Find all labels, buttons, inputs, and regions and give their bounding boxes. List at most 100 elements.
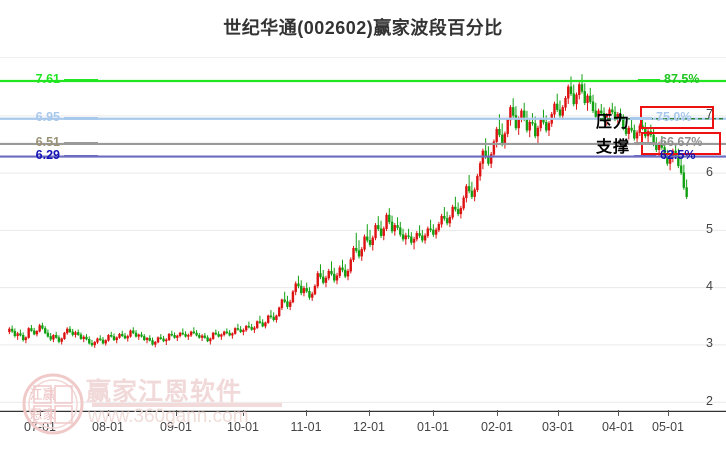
candlestick <box>459 205 463 219</box>
candlestick <box>132 327 135 335</box>
candlestick <box>630 119 633 133</box>
x-axis-tick <box>305 410 307 416</box>
candlestick <box>572 84 575 107</box>
candlestick <box>511 98 515 118</box>
level-8750-price-label: 7.61 <box>35 72 60 87</box>
candlestick <box>35 330 39 337</box>
candlestick <box>476 173 479 193</box>
candlestick <box>583 83 586 106</box>
candlestick <box>60 337 63 345</box>
candlestick <box>547 121 551 137</box>
candlestick <box>421 229 424 243</box>
candlestick <box>211 331 215 340</box>
level-7500-right-stub <box>630 117 652 120</box>
candlestick <box>299 280 303 296</box>
candlestick <box>440 213 443 228</box>
candlestick <box>357 240 361 259</box>
candlestick <box>57 335 61 344</box>
candlestick <box>21 332 25 342</box>
candlestick <box>275 314 278 323</box>
candlestick <box>225 328 229 335</box>
candlestick <box>360 247 363 261</box>
x-axis-label: 12-01 <box>353 420 385 434</box>
candlestick <box>156 336 160 344</box>
candlestick <box>388 208 391 225</box>
candlestick <box>379 220 383 238</box>
level-7500-left-stub <box>64 117 98 120</box>
chart-plot-area <box>0 57 726 412</box>
candlestick <box>589 87 592 104</box>
candlestick <box>553 101 556 119</box>
level-6250-price-label: 6.29 <box>35 148 60 163</box>
candlestick <box>311 291 314 301</box>
candlestick <box>176 334 179 341</box>
y-axis-tick-4: 4 <box>706 279 713 294</box>
candlestick <box>101 336 105 345</box>
candlestick <box>528 119 531 138</box>
candlestick <box>93 341 96 348</box>
candlestick <box>308 287 311 300</box>
candlestick <box>129 329 132 338</box>
candlestick <box>112 333 116 341</box>
candlestick <box>682 164 686 190</box>
candlestick <box>195 330 198 337</box>
candlestick <box>16 331 19 340</box>
candlestick <box>539 117 542 132</box>
candlestick <box>586 93 589 111</box>
candlestick <box>181 328 185 336</box>
candlestick <box>121 330 124 337</box>
candlestick <box>258 315 262 324</box>
candlestick <box>410 232 413 245</box>
candlestick <box>473 187 476 202</box>
candlestick <box>346 268 350 281</box>
candlestick <box>13 328 17 338</box>
x-axis-label: 10-01 <box>227 420 259 434</box>
candlestick <box>143 334 146 341</box>
candlestick <box>396 217 399 230</box>
candlestick <box>399 221 402 237</box>
x-axis-label: 09-01 <box>160 420 192 434</box>
candlestick <box>575 92 578 110</box>
candlestick <box>104 339 107 346</box>
candlestick <box>608 107 611 119</box>
candlestick <box>30 324 33 332</box>
candlestick <box>366 224 369 243</box>
x-axis-tick <box>617 410 619 416</box>
candlestick <box>313 284 317 296</box>
candlestick <box>10 325 14 333</box>
candlestick <box>151 337 154 346</box>
candlestick <box>189 330 193 337</box>
candlestick <box>255 320 259 329</box>
candlestick <box>115 336 118 344</box>
candlestick <box>233 327 237 335</box>
candlestick <box>668 155 672 171</box>
candlestick <box>79 332 83 340</box>
x-axis-tick <box>107 410 109 416</box>
candlestick <box>536 125 540 143</box>
candlestick <box>492 139 496 157</box>
level-7500-percent-label: 75.0% <box>656 110 692 125</box>
x-axis-label: 08-01 <box>92 420 124 434</box>
candlestick <box>187 333 190 340</box>
candlestick <box>291 290 295 304</box>
candlestick <box>200 334 204 341</box>
candlestick <box>217 331 220 338</box>
x-axis-tick <box>557 410 559 416</box>
candlestick <box>280 298 284 311</box>
candlestick <box>567 84 570 104</box>
candlestick <box>253 326 256 333</box>
candlestick <box>222 330 226 337</box>
candlestick <box>209 337 212 345</box>
candlestick <box>283 291 286 304</box>
candlestick <box>154 341 157 348</box>
candlestick <box>558 100 562 118</box>
candlestick <box>371 235 374 251</box>
candlestick <box>162 335 165 343</box>
candlestick <box>277 306 281 317</box>
x-axis-label: 11-01 <box>290 420 322 434</box>
candlestick <box>429 219 432 233</box>
candlestick <box>454 196 457 212</box>
candlestick <box>456 202 460 217</box>
level-6667-left-stub <box>64 142 98 145</box>
candlestick <box>445 211 449 226</box>
